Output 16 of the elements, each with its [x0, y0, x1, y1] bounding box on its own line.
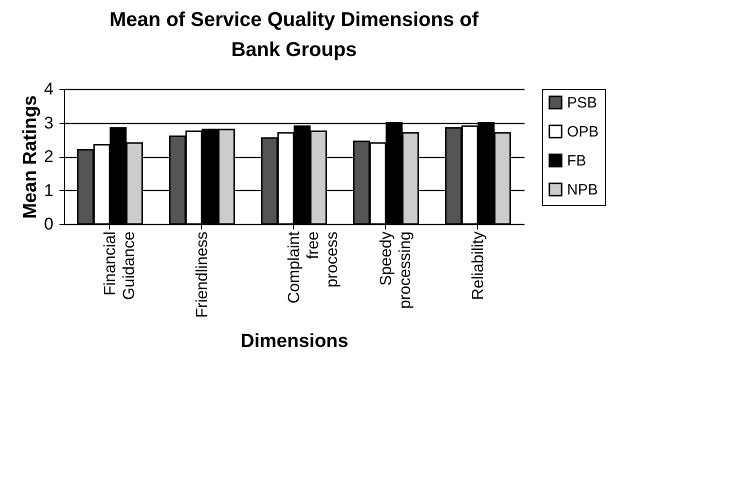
y-tick-label: 1 [44, 180, 54, 200]
x-axis-title: Dimensions [240, 330, 348, 352]
y-tick-label: 0 [44, 214, 54, 234]
chart-title: Mean of Service Quality Dimensions of Bank Groups [110, 9, 479, 61]
legend-label: NPB [567, 182, 598, 198]
x-tick-label: Financial Guidance [102, 231, 138, 300]
x-tick-label: Reliability [470, 232, 487, 300]
y-tick-label: 2 [44, 147, 54, 166]
y-tick-label: 3 [44, 113, 54, 132]
legend-label: FB [567, 152, 586, 170]
x-tick-label: Complaint free process [286, 230, 341, 304]
y-tick-label: 4 [44, 80, 54, 98]
legend-label: OPB [567, 124, 599, 140]
x-tick-label: Friendliness [194, 232, 211, 318]
legend-label: PSB [567, 94, 598, 112]
y-axis-title: Mean Ratings [20, 95, 42, 219]
